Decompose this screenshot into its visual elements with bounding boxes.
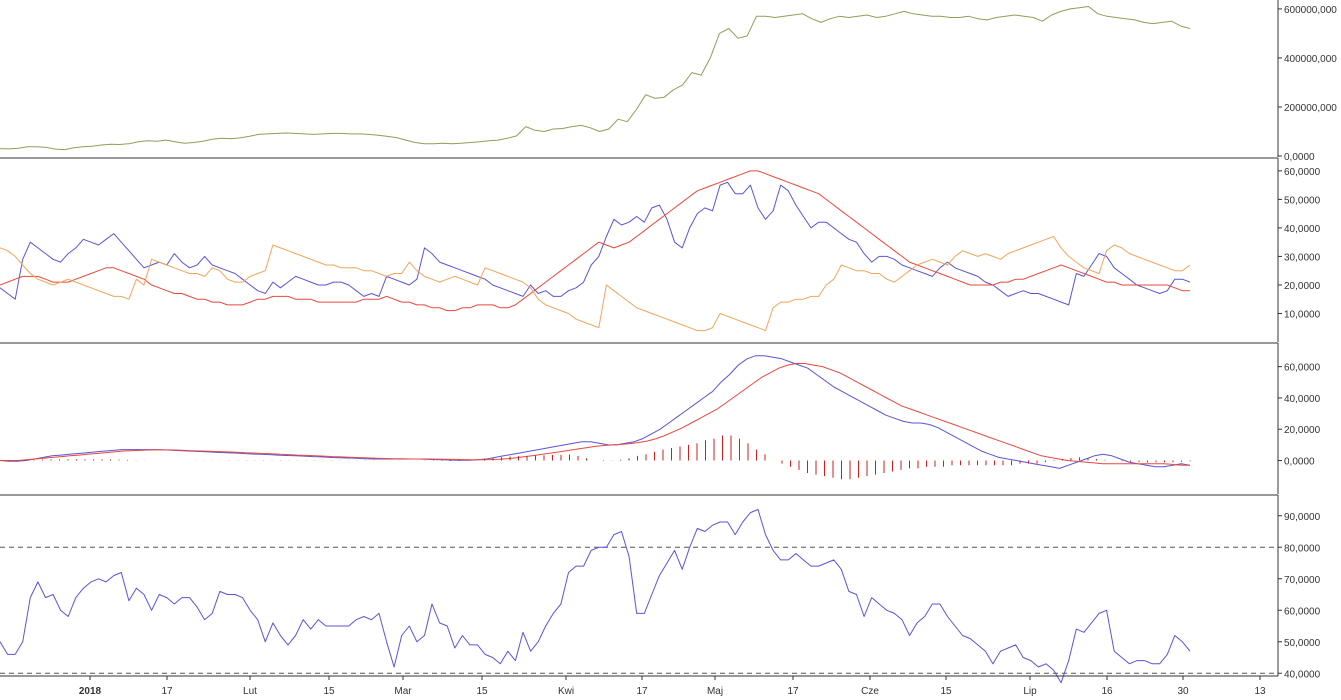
- x-axis: 2018 17 Lut 15 Mar 15 Kwi 17 Maj 17 Cze 15 Lip 16 30 13: [0, 675, 1278, 697]
- y-tick-label: 20,0000: [1284, 425, 1321, 436]
- y-tick-label: 60,0000: [1284, 363, 1321, 374]
- x-tick-label: 30: [1177, 686, 1189, 697]
- y-tick-label: 40,0000: [1284, 669, 1321, 680]
- y-tick-label: 10,0000: [1284, 309, 1321, 320]
- y-tick-label: 60,0000: [1284, 167, 1321, 178]
- series-line-2: [0, 363, 1190, 466]
- y-tick-label: 90,0000: [1284, 512, 1321, 523]
- y-tick-label: 30,0000: [1284, 252, 1321, 263]
- series-line-3: [0, 236, 1191, 332]
- x-tick-label: 15: [940, 686, 952, 697]
- panel-indicator-2: 10,0000 20,0000 30,0000 40,0000 50,0000 60,00…: [0, 157, 1321, 342]
- y-tick-label: 200000,000: [1284, 103, 1337, 114]
- y-tick-label: 80,0000: [1284, 543, 1321, 554]
- x-tick-label: 13: [1254, 686, 1266, 697]
- x-tick-label: 17: [636, 686, 648, 697]
- series-line-1: [0, 509, 1191, 684]
- series-line-1: [0, 355, 1191, 469]
- panel-volume: 0,0000 200000,000 400000,000 600000,000: [0, 0, 1337, 163]
- series-line-1: [0, 181, 1191, 306]
- series-line-1: [0, 6, 1191, 151]
- x-tick-label: 17: [787, 686, 799, 697]
- y-tick-label: 0,0000: [1284, 152, 1315, 163]
- panel-rsi: 40,0000 50,0000 60,0000 70,0000 80,0000 90,00…: [0, 494, 1321, 684]
- y-tick-label: 400000,000: [1284, 54, 1337, 65]
- y-tick-label: 600000,000: [1284, 5, 1337, 16]
- x-tick-label: 16: [1101, 686, 1113, 697]
- x-tick-label: Lut: [243, 686, 257, 697]
- y-tick-label: 50,0000: [1284, 195, 1321, 206]
- y-tick-label: 70,0000: [1284, 575, 1321, 586]
- y-tick-label: 40,0000: [1284, 394, 1321, 405]
- x-tick-label: 15: [323, 686, 335, 697]
- x-tick-label: 17: [161, 686, 173, 697]
- y-tick-label: 0,0000: [1284, 457, 1315, 468]
- y-tick-label: 20,0000: [1284, 281, 1321, 292]
- x-tick-label: Maj: [707, 686, 723, 697]
- x-tick-label: Cze: [861, 686, 879, 697]
- series-line-2: [0, 170, 1190, 312]
- y-tick-label: 50,0000: [1284, 638, 1321, 649]
- x-tick-label: Kwi: [558, 686, 574, 697]
- x-tick-label: 2018: [79, 686, 102, 697]
- x-tick-label: Lip: [1023, 686, 1037, 697]
- x-tick-label: Mar: [394, 686, 412, 697]
- y-tick-label: 60,0000: [1284, 606, 1321, 617]
- panel-macd: 0,0000 20,0000 40,0000 60,0000: [0, 342, 1321, 494]
- x-tick-label: 15: [476, 686, 488, 697]
- y-tick-label: 40,0000: [1284, 224, 1321, 235]
